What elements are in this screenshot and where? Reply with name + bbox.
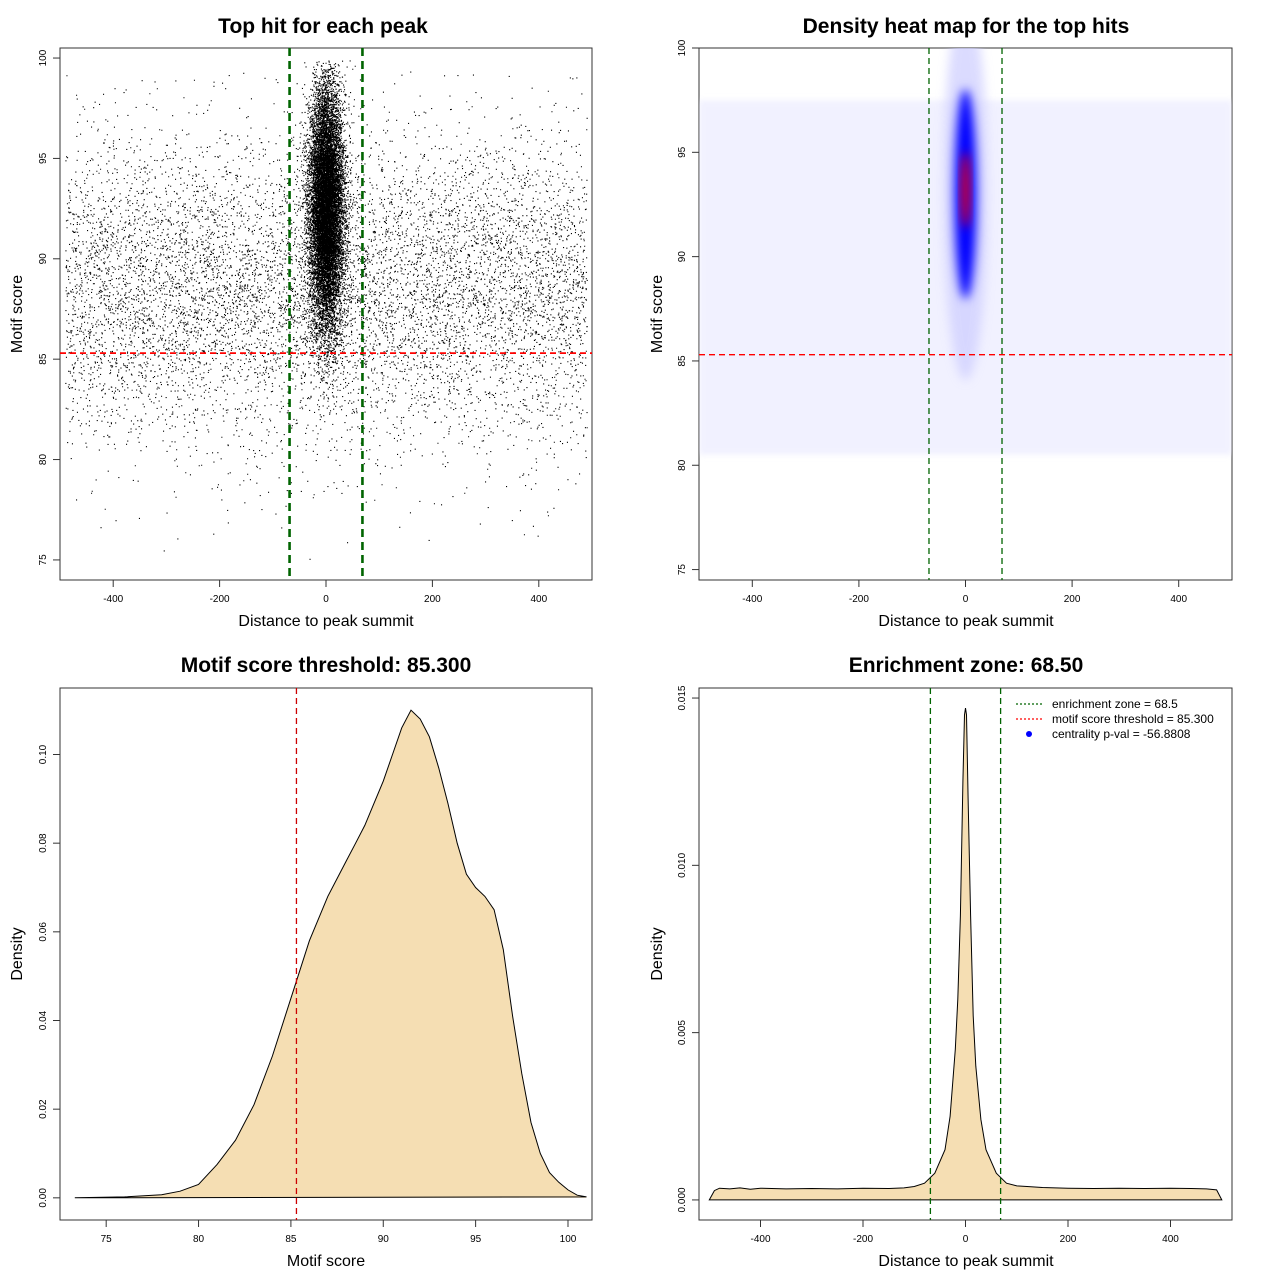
y-axis-label: Density xyxy=(9,927,26,980)
chart-title: Top hit for each peak xyxy=(218,15,428,38)
x-tick-label: 75 xyxy=(101,1234,113,1245)
y-tick-label: 0.04 xyxy=(38,1010,49,1030)
y-tick-label: 80 xyxy=(38,454,49,466)
x-tick-label: 200 xyxy=(1060,1234,1077,1245)
y-tick-label: 0.005 xyxy=(677,1020,688,1045)
reference-lines xyxy=(60,48,592,580)
x-tick-label: -400 xyxy=(742,594,762,605)
x-axis-ticks: -400 -200 0 200 400 xyxy=(742,579,1187,605)
x-axis-ticks: -400 -200 0 200 400 xyxy=(750,1219,1179,1245)
reference-lines xyxy=(699,48,1232,580)
plot-area xyxy=(74,709,587,1199)
x-tick-label: -200 xyxy=(853,1234,873,1245)
score-density-panel: Motif score threshold: 85.300 Motif scor… xyxy=(9,654,593,1270)
x-tick-label: -200 xyxy=(210,594,230,605)
x-tick-label: 85 xyxy=(285,1234,297,1245)
x-tick-label: 400 xyxy=(530,594,547,605)
y-axis-ticks: 75 80 85 90 95 100 xyxy=(38,49,61,566)
density-curve xyxy=(708,708,1223,1201)
x-tick-label: 100 xyxy=(560,1234,577,1245)
y-tick-label: 85 xyxy=(38,353,49,365)
y-tick-label: 90 xyxy=(677,251,688,263)
x-tick-label: 0 xyxy=(963,594,969,605)
x-tick-label: -200 xyxy=(849,594,869,605)
x-axis-label: Distance to peak summit xyxy=(878,1253,1054,1270)
y-tick-label: 0.000 xyxy=(677,1187,688,1212)
chart-title: Density heat map for the top hits xyxy=(803,15,1130,38)
x-axis-ticks: -400 -200 0 200 400 xyxy=(103,579,548,605)
x-tick-label: -400 xyxy=(750,1234,770,1245)
density-fill xyxy=(709,708,1222,1200)
x-axis-ticks: 75 80 85 90 95 100 xyxy=(101,1219,577,1245)
y-tick-label: 100 xyxy=(677,39,688,56)
y-axis-ticks: 0.00 0.02 0.04 0.06 0.08 0.10 xyxy=(38,744,61,1208)
y-tick-label: 90 xyxy=(38,253,49,265)
chart-title: Motif score threshold: 85.300 xyxy=(181,654,472,677)
density-fill xyxy=(74,710,587,1198)
y-tick-label: 95 xyxy=(38,152,49,164)
legend-label-enrichment-zone: enrichment zone = 68.5 xyxy=(1052,697,1178,711)
legend-label-centrality: centrality p-val = -56.8808 xyxy=(1052,727,1191,741)
y-tick-label: 75 xyxy=(677,564,688,576)
plot-area xyxy=(699,48,1232,455)
x-tick-label: 90 xyxy=(378,1234,390,1245)
heatmap-panel: Density heat map for the top hits Distan… xyxy=(649,15,1233,630)
y-tick-label: 0.010 xyxy=(677,852,688,877)
y-tick-label: 80 xyxy=(677,459,688,471)
x-axis-label: Distance to peak summit xyxy=(238,613,414,630)
distance-density-panel: Enrichment zone: 68.50 Distance to peak … xyxy=(649,654,1233,1270)
y-tick-label: 0.08 xyxy=(38,833,49,853)
y-tick-label: 95 xyxy=(677,146,688,158)
x-axis-label: Distance to peak summit xyxy=(878,613,1054,630)
y-tick-label: 85 xyxy=(677,355,688,367)
density-curve xyxy=(74,709,587,1199)
x-tick-label: 400 xyxy=(1170,594,1187,605)
x-tick-label: 400 xyxy=(1162,1234,1179,1245)
x-axis-label: Motif score xyxy=(287,1253,365,1270)
legend: enrichment zone = 68.5 motif score thres… xyxy=(1016,697,1214,741)
plot-area xyxy=(708,708,1223,1201)
legend-label-motif-threshold: motif score threshold = 85.300 xyxy=(1052,712,1214,726)
legend-swatch-centrality xyxy=(1026,731,1032,737)
y-axis-ticks: 0.000 0.005 0.010 0.015 xyxy=(677,685,700,1212)
y-tick-label: 0.00 xyxy=(38,1188,49,1208)
x-tick-label: 200 xyxy=(1064,594,1081,605)
x-tick-label: 0 xyxy=(323,594,329,605)
y-axis-ticks: 75 80 85 90 95 100 xyxy=(677,39,700,576)
y-axis-label: Motif score xyxy=(9,275,26,353)
y-tick-label: 0.015 xyxy=(677,685,688,710)
plot-area xyxy=(65,60,588,560)
y-tick-label: 0.02 xyxy=(38,1099,49,1119)
x-tick-label: 200 xyxy=(424,594,441,605)
y-tick-label: 100 xyxy=(38,49,49,66)
reference-lines xyxy=(929,688,1002,1220)
x-tick-label: 80 xyxy=(193,1234,205,1245)
y-tick-label: 75 xyxy=(38,554,49,566)
x-tick-label: 0 xyxy=(963,1234,969,1245)
x-tick-label: 95 xyxy=(470,1234,482,1245)
y-tick-label: 0.06 xyxy=(38,922,49,942)
x-tick-label: -400 xyxy=(103,594,123,605)
y-axis-label: Density xyxy=(649,927,666,980)
y-tick-label: 0.10 xyxy=(38,744,49,764)
scatter-panel: Top hit for each peak Distance to peak s… xyxy=(9,15,593,630)
scatter-points xyxy=(65,60,588,560)
heatmap-red-peak xyxy=(961,152,970,229)
y-axis-label: Motif score xyxy=(649,275,666,353)
chart-title: Enrichment zone: 68.50 xyxy=(849,654,1084,677)
